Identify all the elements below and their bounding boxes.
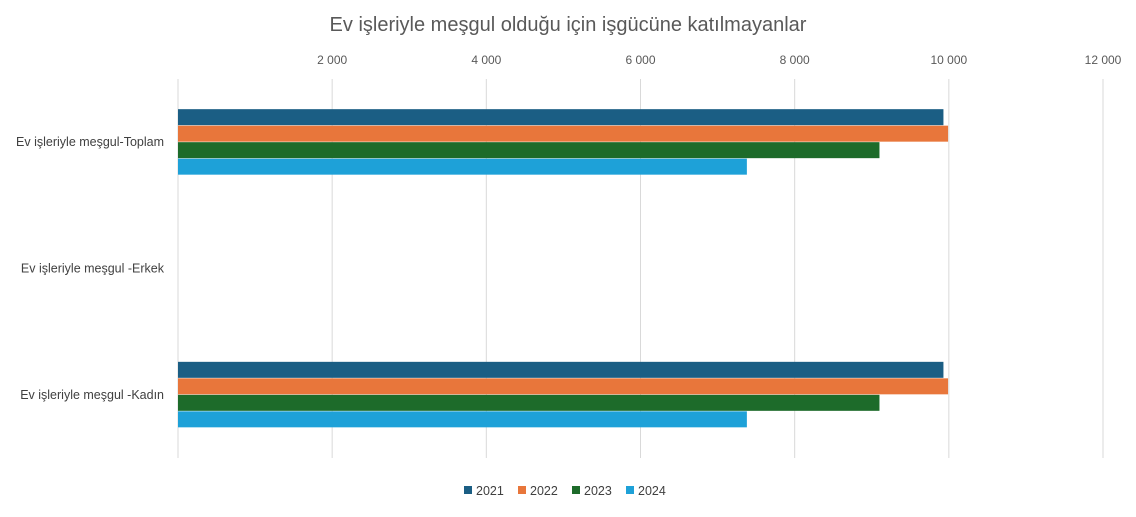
legend-label: 2023 bbox=[584, 484, 612, 498]
x-tick-label: 2 000 bbox=[317, 53, 347, 67]
bar bbox=[178, 125, 949, 142]
category-labels: Ev işleriyle meşgul-Toplam Ev işleriyle m… bbox=[16, 135, 165, 402]
category-label: Ev işleriyle meşgul -Kadın bbox=[20, 388, 164, 402]
bar bbox=[178, 158, 747, 175]
legend-label: 2021 bbox=[476, 484, 504, 498]
legend-label: 2024 bbox=[638, 484, 666, 498]
legend-label: 2022 bbox=[530, 484, 558, 498]
bars bbox=[178, 109, 949, 428]
bar bbox=[178, 378, 949, 395]
legend-swatch bbox=[626, 486, 634, 494]
bar bbox=[178, 142, 880, 159]
x-tick-label: 4 000 bbox=[471, 53, 501, 67]
legend-swatch bbox=[572, 486, 580, 494]
legend-swatch bbox=[464, 486, 472, 494]
bar bbox=[178, 411, 747, 428]
bar bbox=[178, 361, 944, 378]
legend: 2021 2022 2023 2024 bbox=[464, 484, 666, 498]
bar bbox=[178, 109, 944, 126]
chart-title: Ev işleriyle meşgul olduğu için işgücüne… bbox=[330, 14, 807, 36]
category-label: Ev işleriyle meşgul-Toplam bbox=[16, 135, 164, 149]
x-tick-label: 6 000 bbox=[625, 53, 655, 67]
x-tick-label: 10 000 bbox=[930, 53, 967, 67]
x-tick-label: 8 000 bbox=[780, 53, 810, 67]
category-label: Ev işleriyle meşgul -Erkek bbox=[21, 262, 165, 276]
bar bbox=[178, 394, 880, 411]
legend-swatch bbox=[518, 486, 526, 494]
x-tick-label: 12 000 bbox=[1085, 53, 1122, 67]
x-axis-ticks: 2 000 4 000 6 000 8 000 10 000 12 000 bbox=[317, 53, 1122, 67]
